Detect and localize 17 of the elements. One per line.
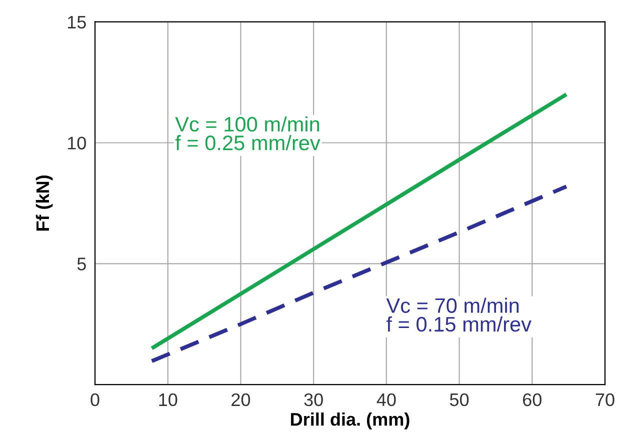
- x-tick-label: 0: [90, 393, 100, 406]
- x-tick-label: 30: [304, 393, 323, 406]
- x-tick-label: 10: [159, 393, 178, 406]
- x-tick-label: 20: [232, 393, 250, 406]
- line-series: [150, 92, 568, 350]
- x-tick-label: 40: [376, 393, 396, 406]
- line-series: [150, 184, 568, 364]
- y-tick-label: 15: [68, 16, 86, 29]
- y-tick-label: 10: [68, 136, 86, 150]
- x-tick-label: 60: [523, 393, 542, 406]
- x-tick-label: 70: [596, 393, 614, 406]
- x-axis-title: Drill dia. (mm): [291, 412, 410, 430]
- text: Vc = 100 m/min f = 0.25 mm/rev: [175, 116, 320, 150]
- series-label: Vc = 70 m/min f = 0.15 mm/rev: [386, 298, 532, 332]
- x-tick-label: 50: [450, 393, 469, 406]
- y-tick-label: 5: [77, 258, 86, 270]
- y-axis-title: Ff (kN): [36, 176, 53, 231]
